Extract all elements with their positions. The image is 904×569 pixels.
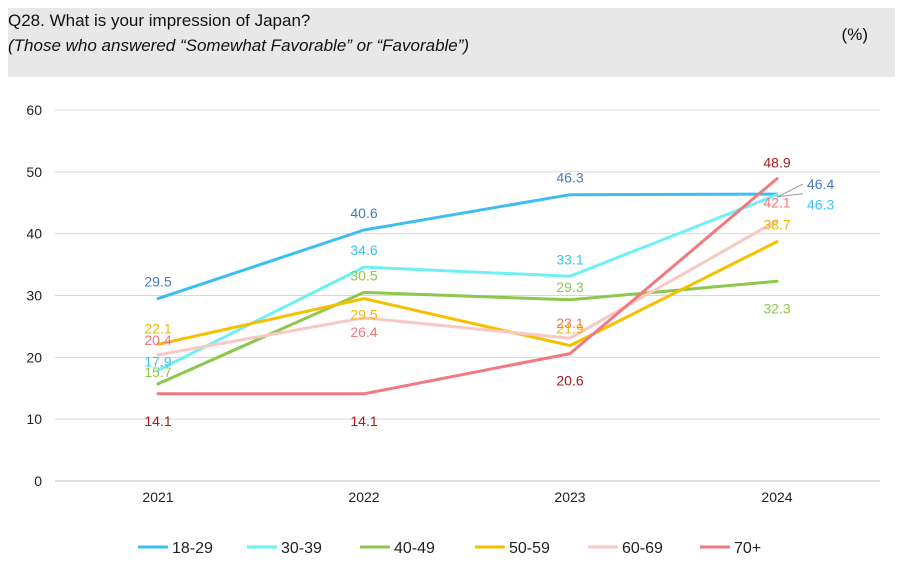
series-line-60-69 [156, 219, 779, 357]
series-line-18-29 [156, 192, 779, 301]
legend-label-30-39: 30-39 [281, 540, 322, 557]
leader-line-18-29 [776, 183, 804, 198]
chart-subtitle: (Those who answered “Somewhat Favorable”… [8, 36, 470, 55]
data-label-18-29-2024: 46.4 [807, 176, 834, 192]
series-line-30-39 [156, 193, 779, 372]
data-label-70+-2021: 14.1 [144, 413, 171, 429]
x-tick-label-2022: 2022 [348, 489, 379, 505]
legend-label-60-69: 60-69 [622, 540, 663, 557]
data-label-30-39-2024: 46.3 [807, 197, 834, 213]
x-tick-label-2021: 2021 [142, 489, 173, 505]
data-label-70+-2023: 20.6 [556, 373, 583, 389]
legend-label-70+: 70+ [734, 540, 761, 557]
unit-label: (%) [841, 25, 868, 44]
data-label-40-49-2021: 15.7 [144, 364, 171, 380]
leader-line-30-39 [776, 193, 804, 198]
y-tick-label-30: 30 [26, 288, 42, 304]
y-tick-label-10: 10 [26, 411, 42, 427]
series-line-70+ [156, 177, 779, 396]
data-label-70+-2022: 14.1 [350, 413, 377, 429]
x-tick-label-2023: 2023 [554, 489, 585, 505]
y-tick-label-40: 40 [26, 226, 42, 242]
data-label-40-49-2023: 29.3 [556, 279, 583, 295]
data-label-50-59-2023: 21.9 [556, 321, 583, 337]
x-tick-label-2024: 2024 [761, 489, 792, 505]
data-label-60-69-2022: 26.4 [350, 324, 377, 340]
series-line-50-59 [156, 240, 779, 348]
y-tick-label-20: 20 [26, 349, 42, 365]
legend-label-40-49: 40-49 [394, 540, 435, 557]
series-line-40-49 [156, 279, 779, 386]
chart-header [8, 8, 895, 77]
data-label-30-39-2022: 34.6 [350, 242, 377, 258]
data-label-60-69-2023: 23.1 [556, 315, 583, 331]
data-label-60-69-2024: 42.1 [763, 195, 790, 211]
data-label-50-59-2024: 38.7 [763, 217, 790, 233]
data-label-60-69-2021: 20.4 [144, 332, 171, 348]
chart-title: Q28. What is your impression of Japan? [8, 11, 311, 30]
data-label-70+-2024: 48.9 [763, 155, 790, 171]
data-label-50-59-2021: 22.1 [144, 320, 171, 336]
legend-label-18-29: 18-29 [172, 540, 213, 557]
data-label-40-49-2022: 30.5 [350, 267, 377, 283]
data-label-50-59-2022: 29.5 [350, 307, 377, 323]
y-tick-label-50: 50 [26, 164, 42, 180]
data-label-18-29-2023: 46.3 [556, 170, 583, 186]
data-label-30-39-2021: 17.9 [144, 353, 171, 369]
data-label-18-29-2021: 29.5 [144, 274, 171, 290]
y-tick-label-60: 60 [26, 102, 42, 118]
legend-label-50-59: 50-59 [509, 540, 550, 557]
y-tick-label-0: 0 [34, 473, 42, 489]
data-label-30-39-2023: 33.1 [556, 251, 583, 267]
data-label-40-49-2024: 32.3 [763, 300, 790, 316]
data-label-18-29-2022: 40.6 [350, 205, 377, 221]
